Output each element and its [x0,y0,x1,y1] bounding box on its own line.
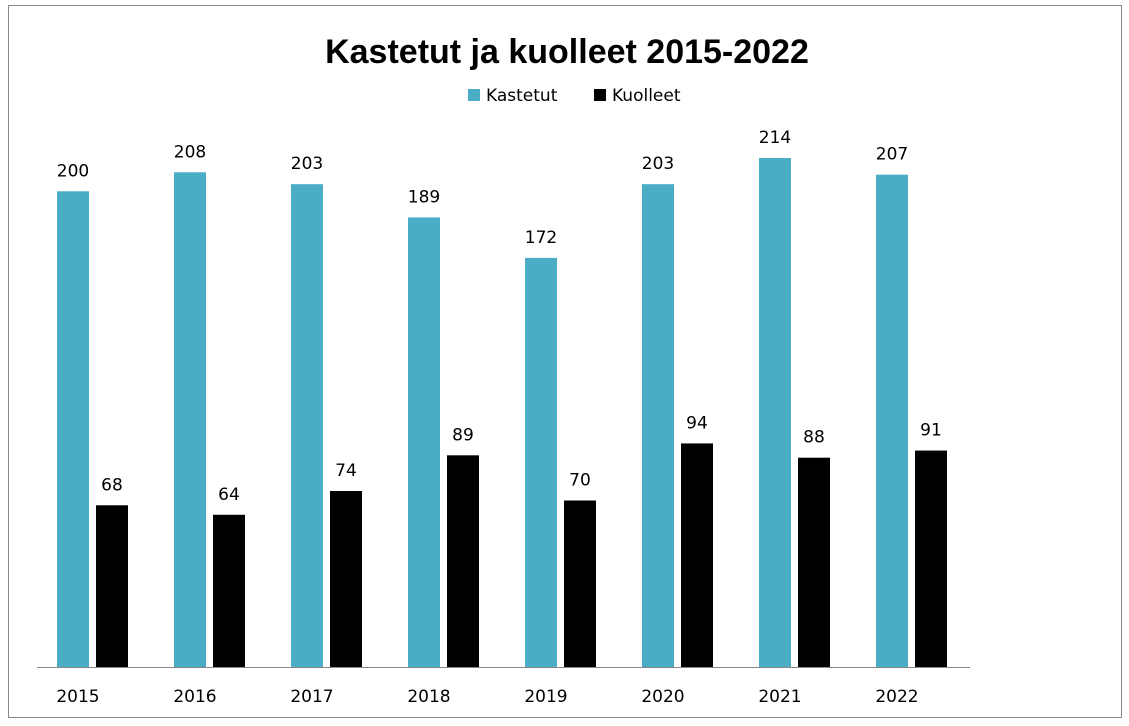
data-label: 214 [759,128,791,148]
chart-title: Kastetut ja kuolleet 2015-2022 [325,33,809,71]
data-label: 88 [803,428,825,448]
bar [876,174,908,667]
data-label: 200 [57,161,89,181]
legend-label: Kastetut [486,86,558,106]
bar [174,172,206,667]
legend-swatch [594,89,606,101]
bar [408,217,440,667]
data-label: 203 [642,154,674,174]
bar [213,514,245,667]
bar [642,184,674,667]
x-tick-label: 2017 [290,687,333,707]
data-label: 207 [876,145,908,165]
bar [798,457,830,667]
data-label: 68 [101,475,123,495]
bar [330,490,362,667]
bar [681,443,713,667]
data-label: 64 [218,485,240,505]
x-tick-label: 2018 [407,687,450,707]
bar [291,184,323,667]
data-label: 208 [174,142,206,162]
bar [96,505,128,667]
data-label: 91 [920,421,942,441]
data-label: 89 [452,425,474,445]
x-tick-label: 2020 [641,687,684,707]
data-label: 74 [335,461,357,481]
bar [57,191,89,667]
x-tick-label: 2015 [56,687,99,707]
data-label: 203 [291,154,323,174]
x-tick-label: 2022 [875,687,918,707]
data-label: 172 [525,228,557,248]
x-tick-label: 2019 [524,687,567,707]
bar [525,257,557,667]
bar [759,158,791,667]
data-label: 70 [569,471,591,491]
x-tick-label: 2016 [173,687,216,707]
bar [915,450,947,667]
bar [447,455,479,667]
legend-swatch [468,89,480,101]
data-label: 189 [408,187,440,207]
x-tick-label: 2021 [758,687,801,707]
legend-label: Kuolleet [612,86,681,106]
data-label: 94 [686,413,708,433]
bar [564,500,596,667]
